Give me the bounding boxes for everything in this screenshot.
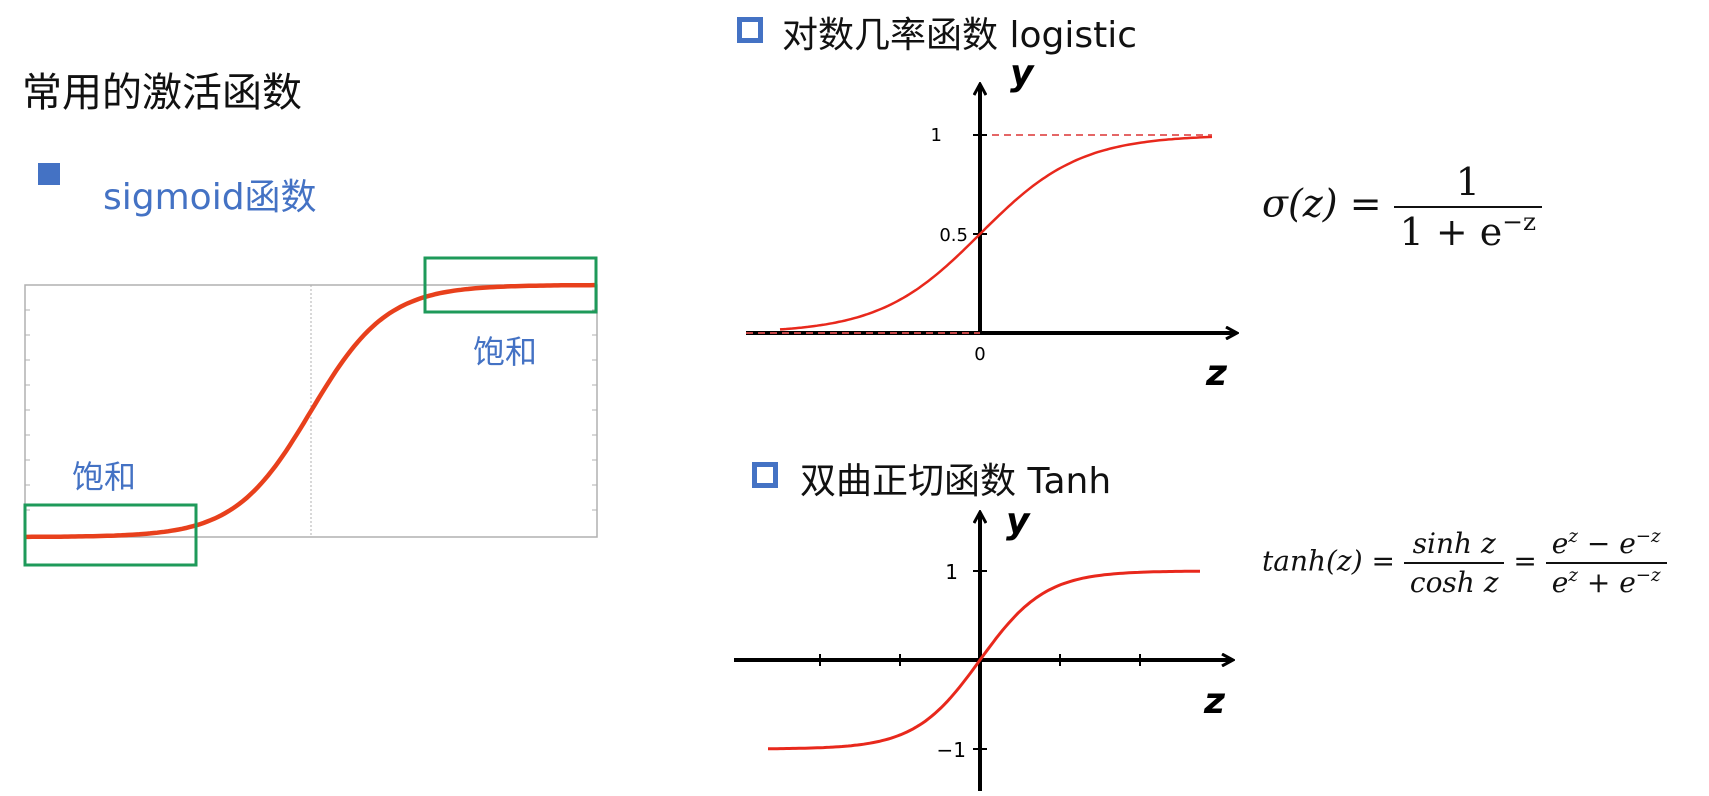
saturation-box-right	[423, 256, 598, 314]
hollow-square-icon	[737, 17, 763, 43]
tick-label-0: 0	[974, 344, 985, 365]
logistic-numerator: 1	[1455, 160, 1480, 204]
cosh-denominator: cosh z	[1403, 562, 1505, 599]
tanh-formula-lhs: tanh(z) =	[1262, 544, 1395, 578]
tanh-fraction-1: sinh z cosh z	[1403, 527, 1505, 599]
tanh-formula: tanh(z) = sinh z cosh z = ez − e−z ez + …	[1262, 527, 1667, 599]
hollow-square-icon	[752, 462, 778, 488]
saturation-label-left: 饱和	[72, 458, 137, 496]
logistic-formula: σ(z) = 1 1 + e−z	[1262, 160, 1542, 254]
bullet-square-icon	[38, 163, 60, 185]
logistic-formula-lhs: σ(z) =	[1262, 181, 1382, 226]
tanh-tick-label-pos: 1	[945, 560, 958, 584]
tanh-heading: 双曲正切函数 Tanh	[800, 461, 1112, 502]
tick-label-1: 1	[931, 125, 942, 146]
tanh-fraction-2: ez − e−z ez + e−z	[1545, 526, 1667, 599]
exp-denominator: ez + e−z	[1545, 562, 1667, 599]
tick-label-half: 0.5	[939, 225, 968, 246]
equals-sign: =	[1513, 544, 1537, 578]
sigmoid-label: sigmoid函数	[103, 177, 317, 218]
sigmoid-saturation-plot	[23, 256, 598, 567]
tanh-plot: 1 −1 y z	[734, 501, 1260, 791]
logistic-denominator: 1 + e−z	[1393, 206, 1542, 254]
logistic-plot: 1 0.5 0 y z	[746, 55, 1260, 394]
logistic-heading: 对数几率函数 logistic	[782, 15, 1137, 56]
page-title: 常用的激活函数	[22, 70, 302, 116]
sigmoid-curve	[25, 282, 597, 540]
tanh-y-label: y	[1006, 501, 1031, 542]
logistic-y-label: y	[1010, 55, 1035, 94]
tanh-tick-label-neg: −1	[937, 738, 966, 762]
logistic-fraction: 1 1 + e−z	[1393, 160, 1542, 254]
exp-numerator: ez − e−z	[1551, 526, 1661, 560]
tanh-x-ticks	[819, 654, 1141, 666]
logistic-curve	[779, 135, 1213, 331]
den-base: 1 + e	[1399, 210, 1503, 254]
tanh-curve	[768, 569, 1200, 751]
sinh-numerator: sinh z	[1412, 527, 1496, 560]
den-exponent: −z	[1502, 207, 1536, 237]
logistic-x-label: z	[1205, 353, 1228, 394]
saturation-label-right: 饱和	[473, 333, 538, 371]
tanh-x-label: z	[1203, 681, 1226, 722]
frame-ticks	[25, 309, 597, 511]
saturation-box-left	[23, 503, 198, 567]
